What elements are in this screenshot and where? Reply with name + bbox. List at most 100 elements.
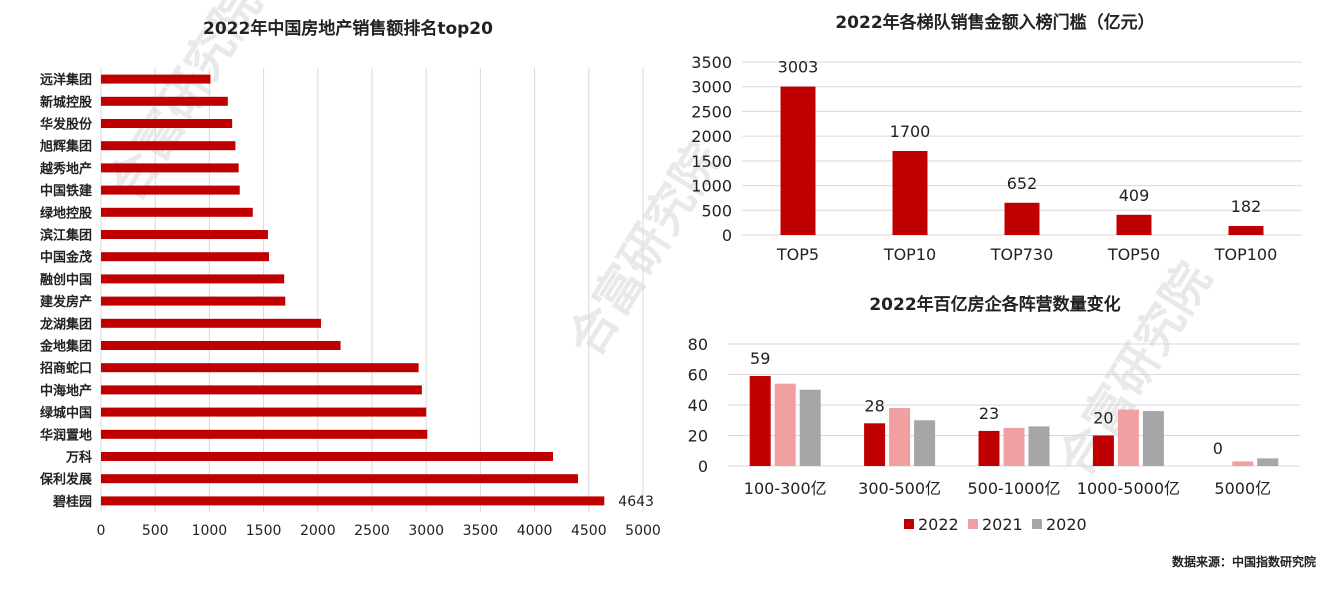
ranking-bar [101, 385, 422, 395]
x-tick-label: 500 [142, 523, 169, 539]
data-label: 652 [1007, 174, 1038, 193]
x-tick-label: 4000 [517, 523, 553, 539]
category-label: 融创中国 [40, 272, 92, 288]
count-bar-2021 [1117, 409, 1139, 466]
y-tick-label: 40 [688, 396, 708, 415]
x-tick-label: TOP730 [990, 245, 1054, 264]
x-tick-label: 3500 [463, 523, 499, 539]
ranking-bar [101, 407, 427, 417]
legend-swatch-2021 [968, 519, 978, 529]
legend-label-2020: 2020 [1046, 515, 1087, 534]
count-chart-title: 2022年百亿房企各阵营数量变化 [869, 294, 1120, 315]
data-label: 23 [979, 404, 999, 423]
data-source: 数据来源：中国指数研究院 [1172, 554, 1316, 569]
y-tick-label: 3000 [691, 78, 732, 97]
ranking-bar [101, 207, 253, 217]
x-tick-label: TOP5 [776, 245, 819, 264]
x-tick-label: 300-500亿 [858, 479, 941, 498]
x-tick-label: 3000 [408, 523, 444, 539]
threshold-bar [780, 86, 816, 235]
category-label: 招商蛇口 [40, 361, 92, 377]
legend-swatch-2022 [904, 519, 914, 529]
category-label: 万科 [65, 450, 92, 466]
category-label: 金地集团 [39, 339, 92, 355]
count-chart: 0 20 40 60 80 59 100-300亿 28 300-500亿 23 500-1000亿… [688, 335, 1300, 498]
ranking-bar [101, 318, 322, 328]
y-tick-label: 2000 [691, 127, 732, 146]
count-legend: 2022 2021 2020 [904, 515, 1087, 534]
y-tick-label: 80 [688, 335, 708, 354]
legend-label-2022: 2022 [918, 515, 959, 534]
data-label: 28 [864, 396, 884, 415]
category-label: 绿城中国 [40, 405, 92, 421]
count-bar-2020 [1028, 426, 1050, 466]
x-tick-label: 5000亿 [1214, 479, 1271, 498]
count-bar-2020 [799, 389, 821, 466]
y-tick-label: 20 [688, 427, 708, 446]
category-label: 华润置地 [40, 427, 92, 443]
ranking-bar [101, 474, 578, 484]
x-tick-label: 100-300亿 [744, 479, 827, 498]
y-tick-label: 0 [698, 457, 708, 476]
data-label: 20 [1093, 409, 1113, 428]
ranking-bar [101, 163, 239, 173]
category-label: 华发股份 [40, 117, 93, 133]
data-label: 409 [1119, 186, 1150, 205]
ranking-chart: 0 500 1000 1500 2000 2500 3000 3500 4000 4500 5000… [39, 68, 661, 539]
count-bar-2022 [978, 430, 1000, 466]
ranking-bar [101, 74, 211, 84]
ranking-bar [101, 363, 419, 373]
category-label: 中海地产 [40, 383, 92, 399]
data-label: 3003 [778, 58, 819, 77]
category-label: 碧桂园 [52, 494, 92, 510]
category-label: 保利发展 [39, 472, 93, 488]
count-bar-2021 [1003, 427, 1025, 466]
y-tick-label: 1500 [691, 152, 732, 171]
count-bar-2022 [864, 423, 886, 466]
threshold-bar [892, 150, 928, 235]
data-label: 182 [1231, 197, 1262, 216]
category-label: 旭辉集团 [39, 139, 92, 155]
y-tick-label: 2500 [691, 102, 732, 121]
ranking-bar [101, 185, 240, 195]
ranking-bar [101, 452, 554, 461]
ranking-bar [101, 341, 341, 350]
x-tick-label: 5000 [625, 523, 661, 539]
ranking-chart-title: 2022年中国房地产销售额排名top20 [203, 18, 493, 39]
ranking-bar [101, 429, 428, 439]
threshold-bar [1004, 202, 1040, 235]
x-tick-label: TOP50 [1107, 245, 1160, 264]
threshold-chart-title: 2022年各梯队销售金额入榜门槛（亿元） [835, 12, 1154, 33]
category-label: 滨江集团 [40, 228, 92, 244]
y-tick-label: 3500 [691, 53, 732, 72]
ranking-bar [101, 230, 268, 239]
ranking-bar [101, 141, 236, 151]
count-bar-2022 [1092, 435, 1114, 466]
ranking-bar [101, 96, 228, 106]
count-bar-2020 [914, 420, 936, 466]
count-bar-2021 [889, 408, 911, 466]
x-tick-label: TOP100 [1214, 245, 1278, 264]
category-label: 新城控股 [40, 94, 92, 110]
count-bar-2021 [1232, 461, 1254, 466]
legend-label-2021: 2021 [982, 515, 1023, 534]
category-label: 绿地控股 [40, 205, 92, 221]
x-tick-label: 4500 [571, 523, 607, 539]
y-tick-label: 500 [701, 201, 732, 220]
ranking-bar [101, 252, 270, 262]
category-label: 远洋集团 [40, 72, 92, 88]
data-label: 59 [750, 349, 770, 368]
count-bar-2020 [1142, 411, 1164, 466]
count-bar-2020 [1257, 458, 1279, 466]
x-tick-label: 1000-5000亿 [1077, 479, 1180, 498]
x-tick-label: 1000 [192, 523, 228, 539]
y-tick-label: 1000 [691, 177, 732, 196]
x-tick-label: TOP10 [883, 245, 936, 264]
data-label: 0 [1213, 439, 1223, 458]
threshold-bar [1228, 226, 1264, 235]
count-bar-2021 [774, 383, 796, 466]
y-tick-label: 60 [688, 366, 708, 385]
ranking-bar [101, 119, 233, 128]
x-tick-label: 500-1000亿 [967, 479, 1060, 498]
threshold-chart: 0 500 1000 1500 2000 2500 3000 3500 3003 TOP5 1700… [691, 53, 1302, 264]
